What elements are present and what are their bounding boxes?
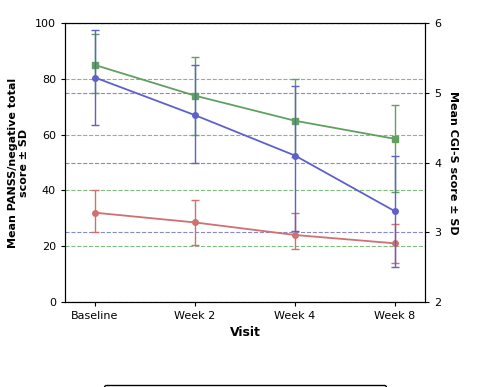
Y-axis label: Mean CGI-S score ± SD: Mean CGI-S score ± SD	[448, 91, 458, 235]
Line: PANSS  total score: PANSS total score	[92, 62, 398, 142]
Y-axis label: Mean PANSS/negative total
score ± SD: Mean PANSS/negative total score ± SD	[8, 77, 30, 248]
PANSS  total score	[92, 63, 98, 67]
Legend: PANSS negative total score, PANSS  total score, CGI-S score: PANSS negative total score, PANSS total …	[104, 385, 387, 387]
X-axis label: Visit: Visit	[230, 327, 260, 339]
PANSS negative total score	[392, 241, 398, 246]
PANSS negative total score	[292, 233, 298, 237]
PANSS negative total score	[192, 220, 198, 225]
PANSS  total score	[292, 118, 298, 123]
PANSS  total score	[192, 93, 198, 98]
CGI-S score	[292, 153, 298, 158]
CGI-S score	[92, 75, 98, 80]
Line: CGI-S score: CGI-S score	[92, 75, 398, 214]
CGI-S score	[192, 113, 198, 118]
Line: PANSS negative total score: PANSS negative total score	[92, 210, 398, 246]
PANSS  total score	[392, 137, 398, 141]
CGI-S score	[392, 209, 398, 214]
PANSS negative total score	[92, 211, 98, 215]
